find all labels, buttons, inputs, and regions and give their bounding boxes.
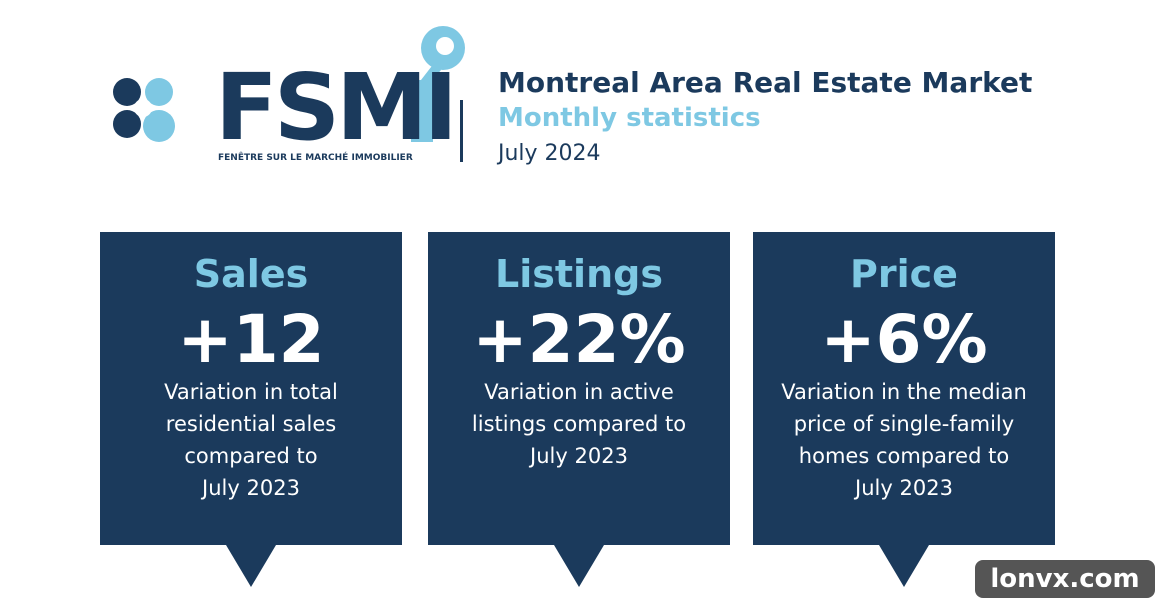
card-description: price of single-family [793, 412, 1015, 436]
card-title: Price [850, 252, 958, 296]
card-description: Variation in active [484, 380, 674, 404]
stat-card: Sales +12 Variation in total residential sa… [100, 232, 402, 587]
card-description: Variation in the median [781, 380, 1027, 404]
logo-pin [411, 26, 465, 142]
card-description: July 2023 [855, 476, 953, 500]
divider [460, 100, 463, 162]
card-value: +22% [472, 301, 686, 378]
card-title: Sales [193, 252, 309, 296]
card-description: listings compared to [471, 412, 687, 436]
subtitle: Monthly statistics [498, 103, 761, 133]
watermark: lonvx.com [975, 560, 1155, 598]
title: Montreal Area Real Estate Market [498, 66, 1033, 99]
card-description: July 2023 [202, 476, 300, 500]
card-description: compared to [184, 444, 318, 468]
date: July 2024 [498, 141, 601, 166]
stat-card: Price +6% Variation in the median price of … [753, 232, 1055, 587]
card-title: Listings [495, 252, 663, 296]
logo-icon [113, 78, 175, 142]
card-value: +12 [177, 301, 325, 378]
logo-text: FSMI [215, 54, 458, 161]
logo-tagline: FENÊTRE SUR LE MARCHÉ IMMOBILIER [218, 153, 413, 163]
card-description: Variation in total [164, 380, 338, 404]
stat-card: Listings +22% Variation in active listings … [428, 232, 730, 587]
card-description: July 2023 [530, 444, 628, 468]
card-description: homes compared to [798, 444, 1010, 468]
card-description: residential sales [165, 412, 337, 436]
card-value: +6% [820, 301, 988, 378]
